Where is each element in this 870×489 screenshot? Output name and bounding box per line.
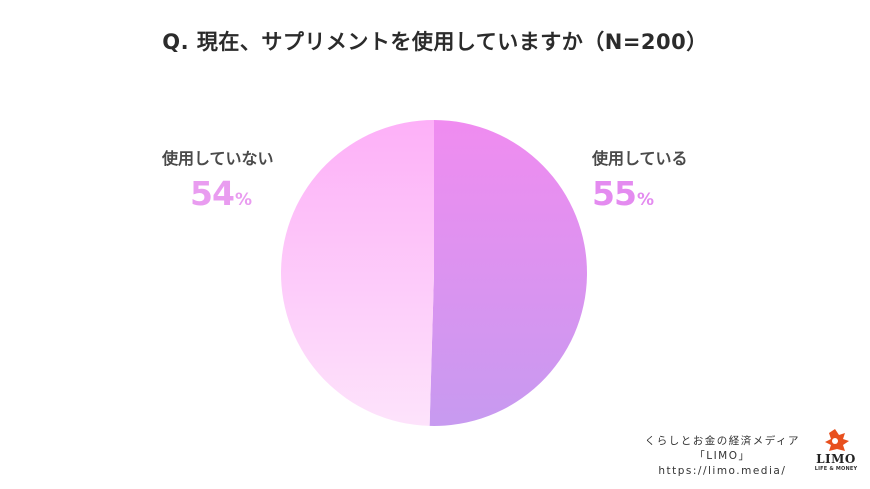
credit-tagline: くらしとお金の経済メディア	[644, 435, 800, 447]
credit-url: https://limo.media/	[658, 465, 787, 477]
logo-wordmark: LIMO	[816, 452, 856, 466]
slice-label-not-using: 使用していない	[162, 149, 274, 168]
media-credit: くらしとお金の経済メディア 「LIMO」 https://limo.media/	[645, 434, 800, 479]
chart-title: Q. 現在、サプリメントを使用していますか（N=200）	[162, 30, 708, 54]
pie-slice-not-using	[280, 120, 434, 426]
slice-value-using: 55%	[592, 174, 654, 213]
pie-slice-using	[429, 120, 587, 426]
limo-logo-icon	[825, 429, 849, 451]
slice-value-not-using: 54%	[190, 174, 252, 213]
credit-brand: 「LIMO」	[694, 450, 751, 462]
slice-label-using: 使用している	[592, 149, 688, 168]
logo-tagline: LIFE & MONEY	[814, 466, 858, 472]
